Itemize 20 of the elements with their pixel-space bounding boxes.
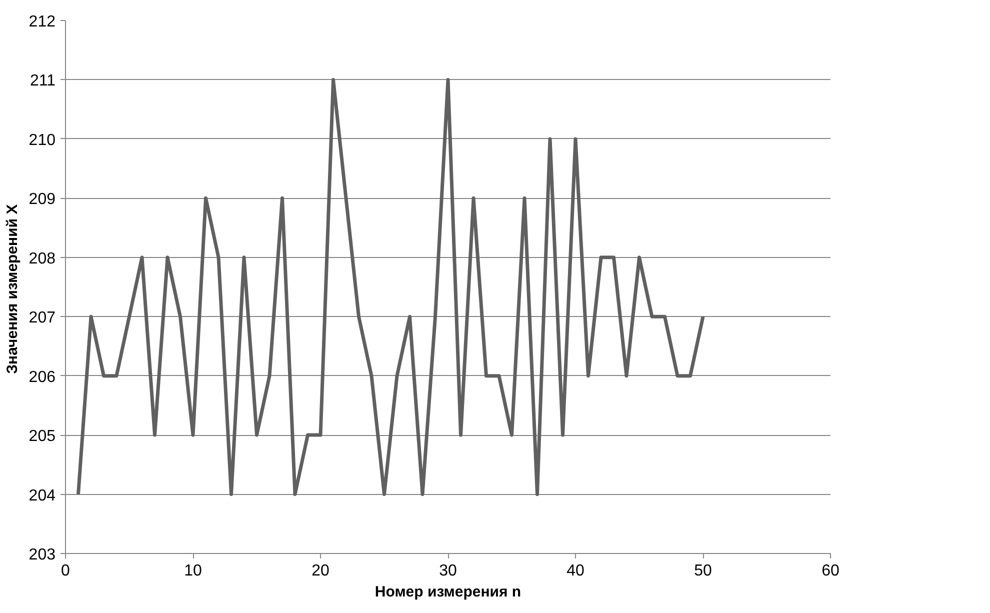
x-tick-label: 30 bbox=[439, 562, 457, 580]
x-axis-title: Номер измерения n bbox=[374, 584, 522, 600]
x-tick-label: 40 bbox=[566, 562, 584, 580]
y-axis-title: Значения измерений X bbox=[4, 204, 21, 374]
x-tick-label: 60 bbox=[822, 562, 840, 580]
y-tick-label: 204 bbox=[28, 487, 56, 504]
y-tick-label: 205 bbox=[28, 428, 56, 446]
y-tick-label: 211 bbox=[30, 72, 56, 90]
x-tick-label: 10 bbox=[184, 562, 202, 580]
y-tick-label: 209 bbox=[28, 191, 56, 208]
x-tick-label: 0 bbox=[61, 562, 70, 580]
y-tick-label: 208 bbox=[28, 250, 56, 268]
y-tick-label: 206 bbox=[28, 368, 56, 386]
y-tick-label: 212 bbox=[28, 14, 56, 30]
line-series bbox=[76, 78, 705, 496]
x-tick-label: 50 bbox=[694, 562, 712, 580]
x-tick-label: 20 bbox=[312, 562, 330, 580]
y-tick-label: 207 bbox=[28, 310, 56, 327]
y-tick-label: 210 bbox=[28, 132, 56, 149]
y-tick-label: 203 bbox=[28, 546, 56, 564]
